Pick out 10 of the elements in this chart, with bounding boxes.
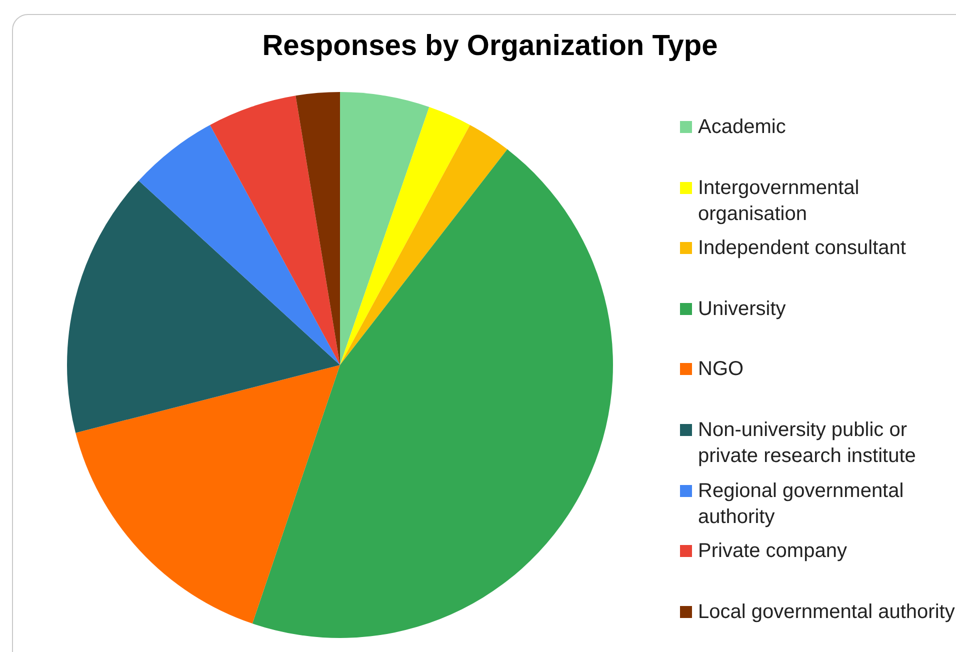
legend-label: Private company	[698, 539, 847, 564]
chart-title: Responses by Organization Type	[261, 30, 719, 63]
legend-label: Non-university public or private research institute	[698, 418, 917, 469]
legend-label: University	[698, 296, 786, 322]
legend-label: NGO	[698, 357, 744, 382]
legend-label: Intergovernmental organisation	[698, 176, 860, 227]
legend-label: Independent consultant	[698, 236, 906, 262]
legend-label: Local governmental authority	[698, 600, 955, 625]
legend-label: Academic	[698, 115, 786, 140]
legend-label: Regional governmental authority	[698, 478, 905, 530]
